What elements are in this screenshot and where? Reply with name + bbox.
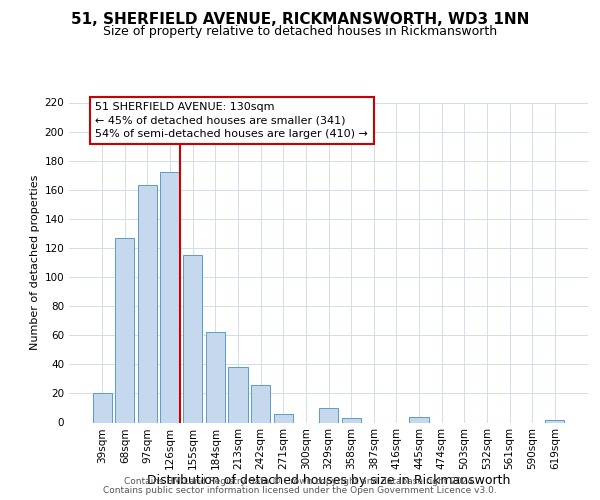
Bar bbox=[138, 186, 157, 422]
Text: 51 SHERFIELD AVENUE: 130sqm
← 45% of detached houses are smaller (341)
54% of se: 51 SHERFIELD AVENUE: 130sqm ← 45% of det… bbox=[95, 102, 368, 139]
Bar bbox=[251, 384, 270, 422]
Bar bbox=[274, 414, 293, 422]
X-axis label: Distribution of detached houses by size in Rickmansworth: Distribution of detached houses by size … bbox=[147, 474, 510, 486]
Bar bbox=[319, 408, 338, 422]
Text: Contains HM Land Registry data © Crown copyright and database right 2024.: Contains HM Land Registry data © Crown c… bbox=[124, 477, 476, 486]
Bar bbox=[115, 238, 134, 422]
Bar bbox=[545, 420, 565, 422]
Bar bbox=[206, 332, 225, 422]
Bar bbox=[183, 255, 202, 422]
Y-axis label: Number of detached properties: Number of detached properties bbox=[30, 175, 40, 350]
Text: Contains public sector information licensed under the Open Government Licence v3: Contains public sector information licen… bbox=[103, 486, 497, 495]
Bar bbox=[409, 416, 428, 422]
Bar bbox=[341, 418, 361, 422]
Text: Size of property relative to detached houses in Rickmansworth: Size of property relative to detached ho… bbox=[103, 25, 497, 38]
Bar bbox=[92, 394, 112, 422]
Bar bbox=[229, 367, 248, 422]
Text: 51, SHERFIELD AVENUE, RICKMANSWORTH, WD3 1NN: 51, SHERFIELD AVENUE, RICKMANSWORTH, WD3… bbox=[71, 12, 529, 28]
Bar bbox=[160, 172, 180, 422]
